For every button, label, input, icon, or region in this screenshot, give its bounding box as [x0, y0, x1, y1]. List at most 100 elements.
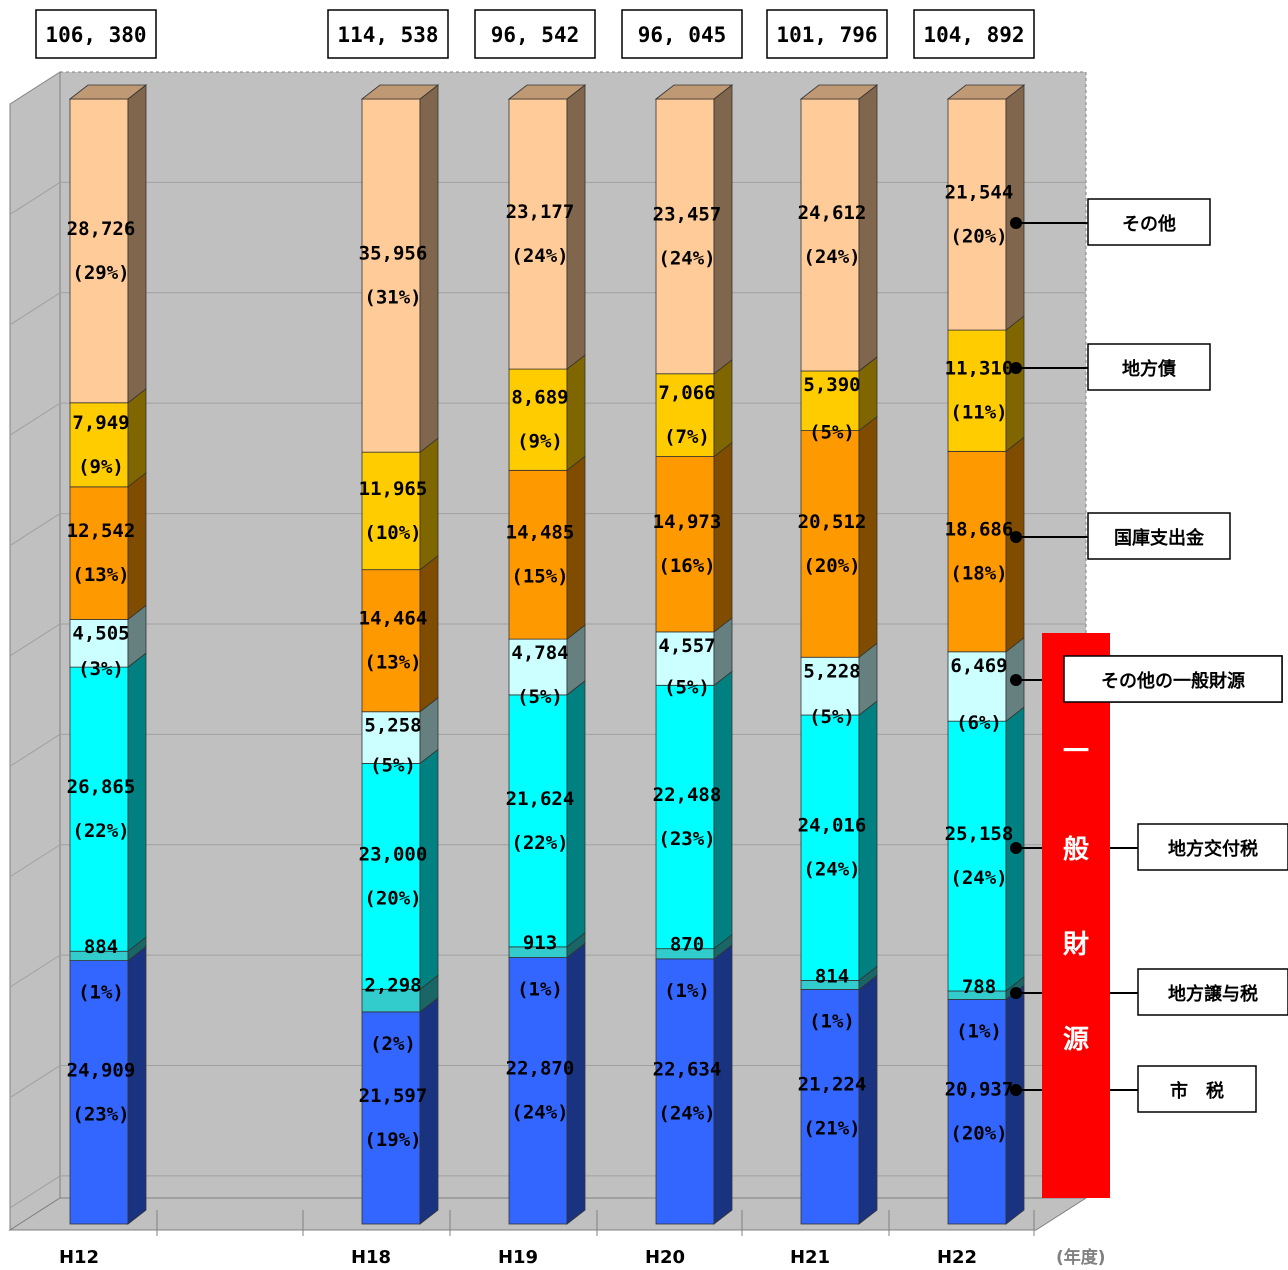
percent-label: (24%): [803, 246, 860, 268]
percent-label: (24%): [950, 867, 1007, 889]
value-label: 25,158: [945, 823, 1014, 845]
bar-segment-side: [127, 945, 147, 1225]
bar-top: [946, 84, 1026, 100]
category-labels: H12 H18 H19 H20 H21 H22: [59, 1247, 977, 1268]
gridline: [9, 954, 61, 988]
bar-segment-side: [713, 441, 733, 633]
percent-label: (3%): [78, 658, 124, 680]
bar-segment: [361, 569, 421, 713]
percent-label: (22%): [511, 832, 568, 854]
legend-label: その他の一般財源: [1101, 670, 1245, 692]
bracket-box: [1042, 633, 1110, 1198]
value-label: 23,457: [653, 203, 722, 225]
bar-segment: [800, 989, 860, 1225]
value-label: 14,485: [506, 522, 575, 544]
bar-segment: [800, 430, 860, 658]
total-box: [621, 9, 743, 59]
legend-box: [1063, 655, 1283, 703]
value-label: 913: [523, 932, 557, 954]
percent-label: (2%): [370, 1033, 416, 1055]
percent-label: (11%): [950, 402, 1007, 424]
bar-segment: [800, 656, 860, 716]
percent-label: (23%): [658, 828, 715, 850]
bar-top: [360, 84, 440, 100]
bars: [68, 84, 1026, 1225]
gridline: [9, 733, 61, 767]
bar-segment: [655, 456, 715, 633]
percent-label: (24%): [511, 1102, 568, 1124]
percent-label: (13%): [364, 652, 421, 674]
gridline: [9, 623, 61, 657]
bar-segment-side: [858, 700, 878, 982]
percent-label: (1%): [664, 980, 710, 1002]
percent-label: (18%): [950, 563, 1007, 585]
value-label: 7,949: [72, 412, 129, 434]
value-label: 22,870: [506, 1058, 575, 1080]
percent-label: (9%): [78, 456, 124, 478]
bar-segment: [947, 329, 1007, 452]
gridline: [9, 1065, 61, 1098]
gridline: [9, 513, 61, 546]
bar-segment: [508, 469, 568, 640]
bar-segment-side: [566, 680, 586, 948]
bar-segment-side: [127, 387, 147, 488]
category-label: H21: [790, 1247, 830, 1268]
value-label: 814: [815, 965, 849, 987]
total-value: 96, 045: [638, 23, 727, 47]
year-unit-label: (年度): [1056, 1247, 1106, 1268]
total-boxes: 106, 380 114, 538 96, 542 96, 045 101, 796 10…: [35, 9, 1035, 59]
value-label: 5,390: [803, 374, 860, 396]
percent-label: (29%): [72, 262, 129, 284]
value-label: 4,505: [72, 622, 129, 644]
category-label: H19: [498, 1247, 538, 1268]
value-label: 870: [670, 934, 704, 956]
percent-label: (24%): [658, 247, 715, 269]
total-box: [766, 9, 888, 59]
bar-segment-side: [713, 944, 733, 1225]
legend-label: 地方交付税: [1168, 838, 1258, 860]
value-label: 11,310: [945, 358, 1014, 380]
bar-segment-side: [127, 472, 147, 621]
percent-label: (22%): [72, 820, 129, 842]
percent-label: (15%): [511, 566, 568, 588]
value-label: 788: [962, 976, 996, 998]
bar-segment: [947, 999, 1007, 1225]
bar-segment: [361, 451, 421, 571]
percent-label: (5%): [809, 706, 855, 728]
value-label: 24,909: [67, 1059, 136, 1081]
bar-segment-side: [858, 974, 878, 1225]
bar-segment: [655, 958, 715, 1225]
value-label: 22,634: [653, 1058, 722, 1080]
percent-label: (7%): [664, 426, 710, 448]
legend-label: その他: [1122, 213, 1176, 235]
percent-label: (10%): [364, 522, 421, 544]
bar-segment: [655, 373, 715, 457]
bar-segment: [508, 638, 568, 696]
percent-label: (5%): [664, 676, 710, 698]
legend-label: 地方譲与税: [1168, 983, 1258, 1005]
bar-segment: [361, 762, 421, 990]
bracket-char: 般: [1063, 835, 1089, 865]
bar-segment: [508, 368, 568, 471]
percent-label: (1%): [517, 978, 563, 1000]
bar-segment-side: [713, 670, 733, 950]
value-labels: 24,909 (23%) 884 (1%) 26,865 (22%) 4,505 (3%) 12…: [67, 182, 1014, 1151]
gridline: [9, 402, 61, 436]
bar-segment: [69, 960, 129, 1225]
value-label: 18,686: [945, 519, 1014, 541]
value-label: 20,512: [798, 511, 867, 533]
value-label: 5,228: [803, 660, 860, 682]
bar-top: [799, 84, 879, 100]
percent-label: (20%): [364, 887, 421, 909]
bar-segment: [947, 720, 1007, 992]
legend-box: [1087, 198, 1211, 246]
legend-box: [1137, 1065, 1257, 1113]
bar-segment: [508, 957, 568, 1225]
bar-segment-side: [566, 455, 586, 640]
value-label: 28,726: [67, 218, 136, 240]
percent-label: (1%): [78, 982, 124, 1004]
value-label: 26,865: [67, 776, 136, 798]
value-label: 20,937: [945, 1079, 1014, 1101]
percent-label: (31%): [364, 287, 421, 309]
value-label: 4,557: [658, 635, 715, 657]
